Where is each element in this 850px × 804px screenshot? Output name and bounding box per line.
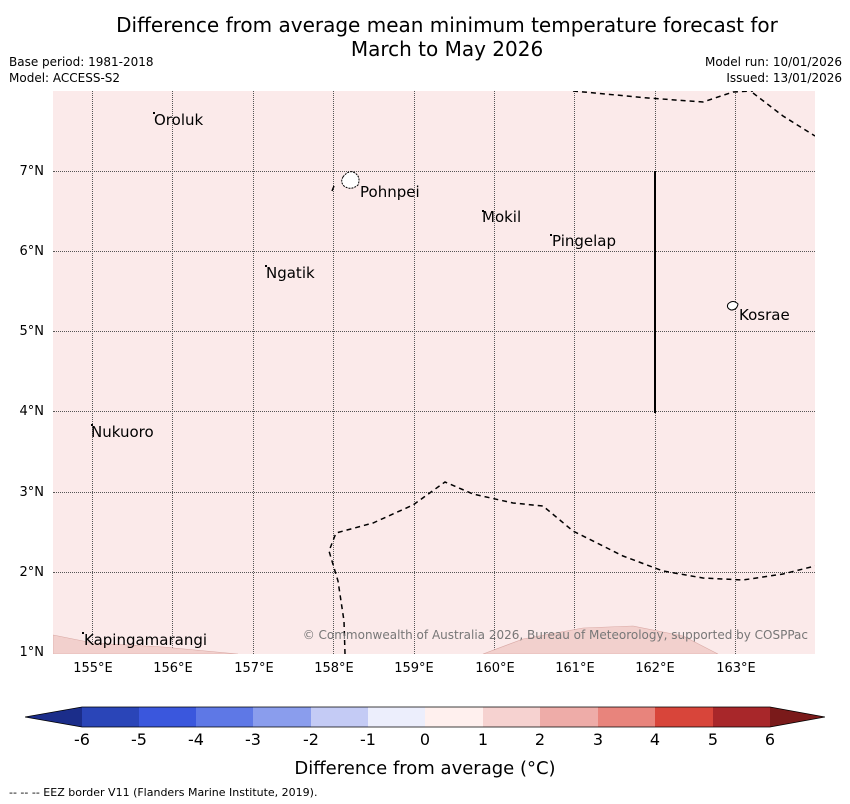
colorbar-tick: 6 [764, 730, 776, 749]
lon-label: 163°E [716, 661, 756, 676]
colorbar-tick: 4 [649, 730, 661, 749]
colorbar-segment [139, 707, 196, 727]
pohnpei-islet [331, 185, 335, 192]
lon-label: 157°E [234, 661, 274, 676]
lat-label: 7°N [19, 164, 45, 179]
mokil-marker [482, 210, 484, 212]
colorbar-segment [311, 707, 368, 727]
place-oroluk: Oroluk [154, 111, 204, 129]
gridline-lon [92, 91, 93, 654]
colorbar [25, 706, 825, 728]
gridline-lon [735, 91, 736, 654]
lon-label: 156°E [153, 661, 193, 676]
colorbar-extend-low [25, 707, 82, 727]
nukuoro-marker [91, 424, 93, 426]
place-mokil: Mokil [482, 208, 522, 226]
gridline-lat [53, 572, 815, 573]
colorbar-segment [253, 707, 311, 727]
lat-label: 2°N [19, 565, 45, 580]
colorbar-segment [483, 707, 540, 727]
eez-border-south [328, 481, 815, 654]
lon-label: 160°E [475, 661, 515, 676]
colorbar-tick: 5 [707, 730, 719, 749]
title-line-1: Difference from average mean minimum tem… [116, 13, 778, 37]
place-pohnpei: Pohnpei [360, 183, 420, 201]
gridline-lat [53, 492, 815, 493]
map-overlays [53, 91, 815, 654]
model-run: Model run: 10/01/2026 [704, 55, 842, 69]
place-kosrae: Kosrae [739, 306, 790, 324]
colorbar-tick: -6 [74, 730, 90, 749]
ngatik-marker [265, 265, 267, 267]
meta-right: Model run: 10/01/2026 Issued: 13/01/2026 [705, 54, 842, 86]
pingelap-marker [550, 234, 552, 236]
colorbar-tick: -1 [360, 730, 376, 749]
gridline-lat [53, 171, 815, 172]
lat-label: 3°N [19, 485, 45, 500]
colorbar-segment [425, 707, 483, 727]
map-title: Difference from average mean minimum tem… [0, 13, 850, 61]
colorbar-tick: -2 [303, 730, 319, 749]
colorbar-segment [598, 707, 655, 727]
colorbar-tick: -4 [188, 730, 204, 749]
eez-legend: -- -- -- EEZ border V11 (Flanders Marine… [9, 786, 318, 799]
colorbar-segment [713, 707, 770, 727]
model-name: Model: ACCESS-S2 [9, 71, 121, 85]
place-ngatik: Ngatik [266, 264, 315, 282]
colorbar-tick: -5 [131, 730, 147, 749]
colorbar-segment [82, 707, 139, 727]
colorbar-segment [655, 707, 713, 727]
colorbar-tick: 1 [477, 730, 489, 749]
copyright-notice: © Commonwealth of Australia 2026, Bureau… [302, 628, 808, 642]
gridline-lon [494, 91, 495, 654]
gridline-lon [574, 91, 575, 654]
colorbar-tick: 3 [592, 730, 604, 749]
colorbar-segment [540, 707, 598, 727]
title-line-2: March to May 2026 [350, 37, 544, 61]
gridline-lon [172, 91, 173, 654]
gridline-lat [53, 331, 815, 332]
gridline-lon [414, 91, 415, 654]
place-pingelap: Pingelap [552, 232, 617, 250]
gridline-lon [253, 91, 254, 654]
colorbar-segment [196, 707, 253, 727]
kapingamarangi-marker [82, 632, 84, 634]
warm-anomaly-area-west [53, 634, 239, 654]
base-period: Base period: 1981-2018 [9, 55, 154, 69]
colorbar-tick: -3 [245, 730, 261, 749]
lat-label: 5°N [19, 324, 45, 339]
issued-date: Issued: 13/01/2026 [726, 71, 842, 85]
colorbar-tick: 2 [534, 730, 546, 749]
colorbar-outline [25, 706, 825, 728]
gridline-lat [53, 411, 815, 412]
place-nukuoro: Nukuoro [91, 423, 154, 441]
gridline-lon [333, 91, 334, 654]
lat-label: 4°N [19, 404, 45, 419]
gridline-lat [53, 251, 815, 252]
oroluk-marker [153, 112, 155, 114]
colorbar-extend-high [770, 707, 825, 727]
colorbar-label: Difference from average (°C) [294, 758, 556, 779]
colorbar-segment [368, 707, 425, 727]
kosrae-outline [726, 301, 739, 311]
lon-label: 158°E [314, 661, 354, 676]
warm-anomaly-area-east [482, 625, 719, 654]
place-kapingamarangi: Kapingamarangi [84, 631, 208, 649]
eez-border-north [572, 91, 815, 137]
colorbar-tick: 0 [419, 730, 431, 749]
lon-label: 159°E [394, 661, 434, 676]
pohnpei-outline [341, 171, 360, 189]
lon-label: 162°E [635, 661, 675, 676]
lon-label: 161°E [555, 661, 595, 676]
meta-left: Base period: 1981-2018 Model: ACCESS-S2 [9, 54, 154, 86]
lat-label: 6°N [19, 244, 45, 259]
lat-label: 1°N [19, 645, 45, 660]
map-panel: Oroluk Pohnpei Mokil Pingelap Ngatik Kos… [53, 91, 815, 654]
lon-label: 155°E [73, 661, 113, 676]
